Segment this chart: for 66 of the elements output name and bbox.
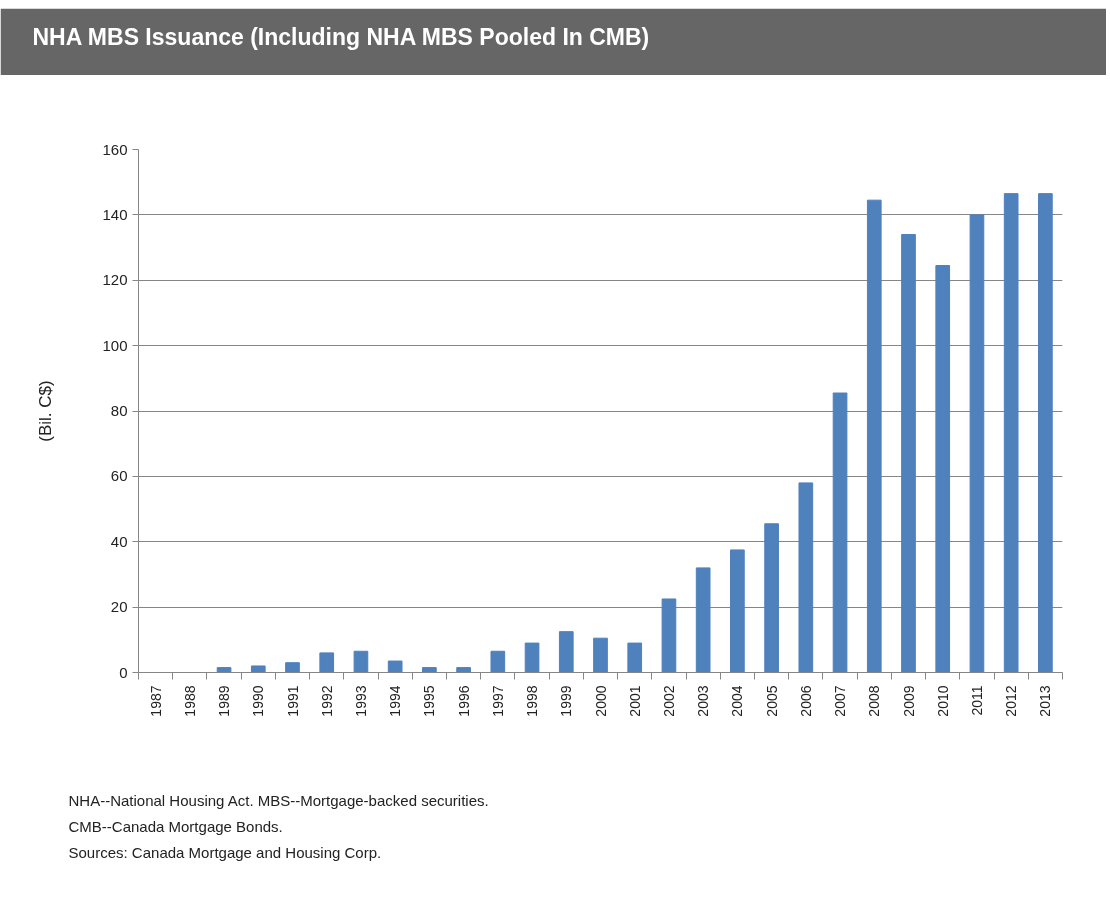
y-tick-label: 40 xyxy=(110,532,128,550)
bar xyxy=(216,667,232,673)
y-tick-label: 100 xyxy=(102,336,128,354)
bar xyxy=(661,598,677,673)
bar xyxy=(490,650,506,673)
x-tick-label: 1997 xyxy=(489,685,506,717)
bar xyxy=(969,214,985,673)
bar xyxy=(1038,193,1053,673)
x-tick-label: 2005 xyxy=(763,685,780,717)
y-axis-title: (Bil. C$) xyxy=(36,380,56,442)
y-tick-label: 80 xyxy=(110,402,128,419)
bar xyxy=(387,660,403,673)
x-tick-label: 2004 xyxy=(729,685,746,717)
x-tick-label: 2001 xyxy=(626,685,643,717)
x-tick-label: 1992 xyxy=(318,685,335,717)
bar xyxy=(558,631,574,673)
x-tick-label: 1993 xyxy=(352,685,369,717)
x-tick-label: 1990 xyxy=(250,685,267,717)
x-tick-label: 2008 xyxy=(866,685,883,717)
bar xyxy=(866,199,882,673)
bar xyxy=(935,265,951,673)
bar xyxy=(456,667,471,673)
x-tick-label: 2011 xyxy=(968,685,985,716)
x-tick-label: 1996 xyxy=(455,685,472,717)
x-tick-label: 2009 xyxy=(900,685,917,717)
bar xyxy=(901,233,916,673)
x-tick-label: 1988 xyxy=(181,685,198,717)
y-tick-label: 20 xyxy=(110,598,128,616)
text: CMB--Canada Mortgage Bonds. xyxy=(68,818,283,835)
x-tick-label: 1989 xyxy=(216,685,233,717)
bar xyxy=(832,392,848,673)
x-tick-label: 2013 xyxy=(1037,685,1054,717)
x-tick-label: 2002 xyxy=(660,685,677,717)
source-note: Sources: Canada Mortgage and Housing Corp. xyxy=(68,844,382,861)
bar xyxy=(730,549,745,673)
x-tick-label: 2003 xyxy=(695,685,712,717)
x-tick-label: 2012 xyxy=(1003,685,1020,717)
x-tick-label: 2006 xyxy=(797,685,814,717)
bar xyxy=(353,650,369,673)
x-tick-label: 1999 xyxy=(558,685,575,717)
text: NHA--National Housing Act. MBS--Mortgage-backed securities. xyxy=(68,792,489,809)
bar xyxy=(593,637,608,673)
bar xyxy=(764,523,779,673)
bar xyxy=(250,665,266,673)
bar xyxy=(695,567,711,673)
x-tick-label: 1991 xyxy=(284,685,301,717)
bar xyxy=(285,662,300,673)
bar xyxy=(319,652,335,673)
y-tick-label: 60 xyxy=(110,467,128,485)
x-tick-label: 1994 xyxy=(387,685,404,717)
chart-title: NHA MBS Issuance (Including NHA MBS Pooled In CMB) xyxy=(32,23,650,50)
y-tick-label: 0 xyxy=(119,663,128,681)
y-tick-label: 120 xyxy=(102,271,128,289)
x-tick-label: 2000 xyxy=(592,685,609,717)
x-tick-label: 2010 xyxy=(934,685,951,717)
x-tick-label: 1998 xyxy=(524,685,541,717)
y-tick-label: 140 xyxy=(102,205,128,223)
x-tick-label: 2007 xyxy=(832,685,849,717)
bar xyxy=(524,642,540,673)
bar xyxy=(422,667,437,673)
x-tick-label: 1987 xyxy=(147,685,164,717)
bar xyxy=(798,482,814,673)
y-tick-label: 160 xyxy=(102,140,128,158)
bar xyxy=(1003,193,1019,673)
bar xyxy=(627,642,643,673)
x-tick-label: 1995 xyxy=(421,685,438,717)
